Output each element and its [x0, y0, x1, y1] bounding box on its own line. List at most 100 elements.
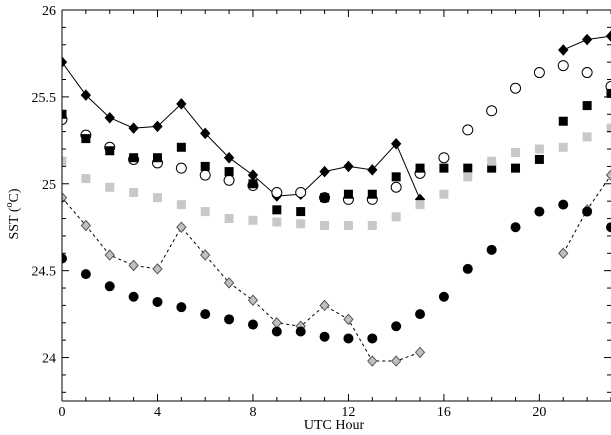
data-point-gray-diamond	[343, 313, 354, 326]
series-square-filled	[62, 88, 611, 217]
data-point-open-circle	[533, 67, 545, 79]
data-point-black-square	[606, 88, 611, 98]
data-point-black-square	[367, 189, 377, 199]
y-tick-label: 25	[42, 178, 56, 193]
data-point-black-square	[320, 193, 330, 203]
data-point-diamond	[605, 30, 611, 42]
data-point-open-circle	[223, 174, 235, 186]
data-point-filled-circle	[104, 281, 115, 292]
data-point-gray-diamond	[271, 317, 282, 329]
data-point-diamond	[343, 160, 354, 173]
data-point-gray-diamond	[247, 294, 259, 306]
data-point-filled-circle	[582, 206, 593, 217]
data-point-open-circle	[462, 124, 474, 136]
data-point-filled-circle	[558, 199, 569, 210]
data-point-gray-diamond	[414, 346, 426, 359]
data-point-filled-circle	[152, 296, 163, 307]
data-point-diamond	[581, 33, 593, 46]
data-point-gray-square	[606, 123, 611, 133]
data-point-black-square	[129, 153, 139, 163]
x-tick-label: 0	[59, 405, 66, 420]
data-point-filled-circle	[271, 326, 282, 337]
data-point-gray-square	[224, 214, 234, 224]
data-point-black-square	[511, 163, 521, 173]
y-tick-label: 24	[42, 352, 56, 367]
data-point-gray-square	[415, 200, 425, 210]
data-point-filled-circle	[415, 309, 426, 320]
data-point-gray-diamond	[605, 169, 611, 181]
data-point-gray-diamond	[176, 221, 187, 233]
y-tick-label: 25.5	[32, 91, 57, 106]
data-point-gray-square	[487, 156, 497, 166]
data-point-gray-square	[320, 220, 330, 230]
data-point-filled-circle	[510, 222, 521, 233]
data-point-gray-square	[176, 200, 186, 210]
data-point-black-square	[558, 116, 568, 126]
data-point-open-circle	[390, 181, 402, 193]
x-tick-label: 16	[437, 405, 451, 420]
data-point-gray-diamond	[128, 259, 139, 272]
data-point-gray-square	[296, 219, 306, 229]
series-line	[62, 197, 421, 362]
data-point-gray-square	[129, 187, 139, 197]
data-point-gray-diamond	[319, 299, 330, 312]
data-point-gray-square	[558, 142, 568, 152]
series-circle-open	[62, 60, 611, 205]
data-point-filled-circle	[367, 333, 378, 344]
data-point-diamond	[200, 127, 211, 140]
data-point-open-circle	[271, 186, 283, 198]
data-point-open-circle	[295, 186, 307, 198]
series-circle-filled	[62, 199, 611, 344]
data-point-black-square	[248, 179, 258, 189]
data-point-filled-circle	[534, 206, 545, 217]
data-point-gray-diamond	[367, 355, 378, 367]
data-point-gray-square	[152, 193, 162, 203]
series-line	[62, 61, 421, 200]
data-point-gray-square	[439, 189, 449, 199]
data-point-black-square	[534, 154, 544, 164]
data-point-diamond	[128, 122, 139, 134]
data-point-gray-square	[511, 147, 521, 157]
data-point-gray-diamond	[104, 249, 115, 261]
data-point-black-square	[81, 134, 91, 144]
data-point-open-circle	[557, 60, 569, 72]
data-point-filled-circle	[462, 263, 473, 274]
data-point-gray-diamond	[391, 355, 402, 367]
series-diamond-filled	[62, 30, 611, 206]
data-point-black-square	[391, 172, 401, 182]
y-axis-title: SST (oC)	[4, 188, 22, 239]
data-point-black-square	[224, 167, 234, 177]
data-point-filled-circle	[438, 291, 449, 302]
data-point-black-square	[487, 163, 497, 173]
axes: 0 4 8 12 16 20 24 24.5 25 25.5 26	[32, 4, 611, 420]
data-point-gray-square	[272, 217, 282, 227]
data-point-diamond	[104, 111, 115, 124]
series-diamond-open-gray	[62, 169, 611, 367]
data-point-diamond	[80, 89, 92, 101]
data-point-gray-square	[105, 182, 115, 192]
series-square-filled-gray	[62, 123, 611, 230]
data-point-black-square	[463, 163, 473, 173]
data-point-gray-square	[62, 156, 67, 166]
data-point-filled-circle	[606, 222, 611, 233]
data-point-diamond	[223, 151, 235, 164]
data-point-gray-square	[248, 215, 258, 225]
data-point-black-square	[272, 205, 282, 215]
data-point-open-circle	[486, 105, 498, 117]
data-point-gray-square	[367, 220, 377, 230]
data-point-open-circle	[581, 67, 593, 79]
data-point-gray-diamond	[80, 219, 92, 232]
data-point-gray-diamond	[223, 277, 235, 289]
data-point-open-circle	[199, 169, 211, 181]
data-point-diamond	[176, 98, 187, 110]
data-point-diamond	[319, 165, 330, 178]
data-point-gray-square	[81, 174, 91, 184]
data-point-black-square	[415, 163, 425, 173]
data-point-filled-circle	[176, 302, 187, 313]
data-point-gray-diamond	[152, 263, 163, 275]
y-tick-label: 24.5	[32, 265, 57, 280]
data-point-gray-diamond	[558, 247, 569, 260]
x-tick-label: 4	[154, 405, 161, 420]
data-point-filled-circle	[486, 244, 497, 255]
